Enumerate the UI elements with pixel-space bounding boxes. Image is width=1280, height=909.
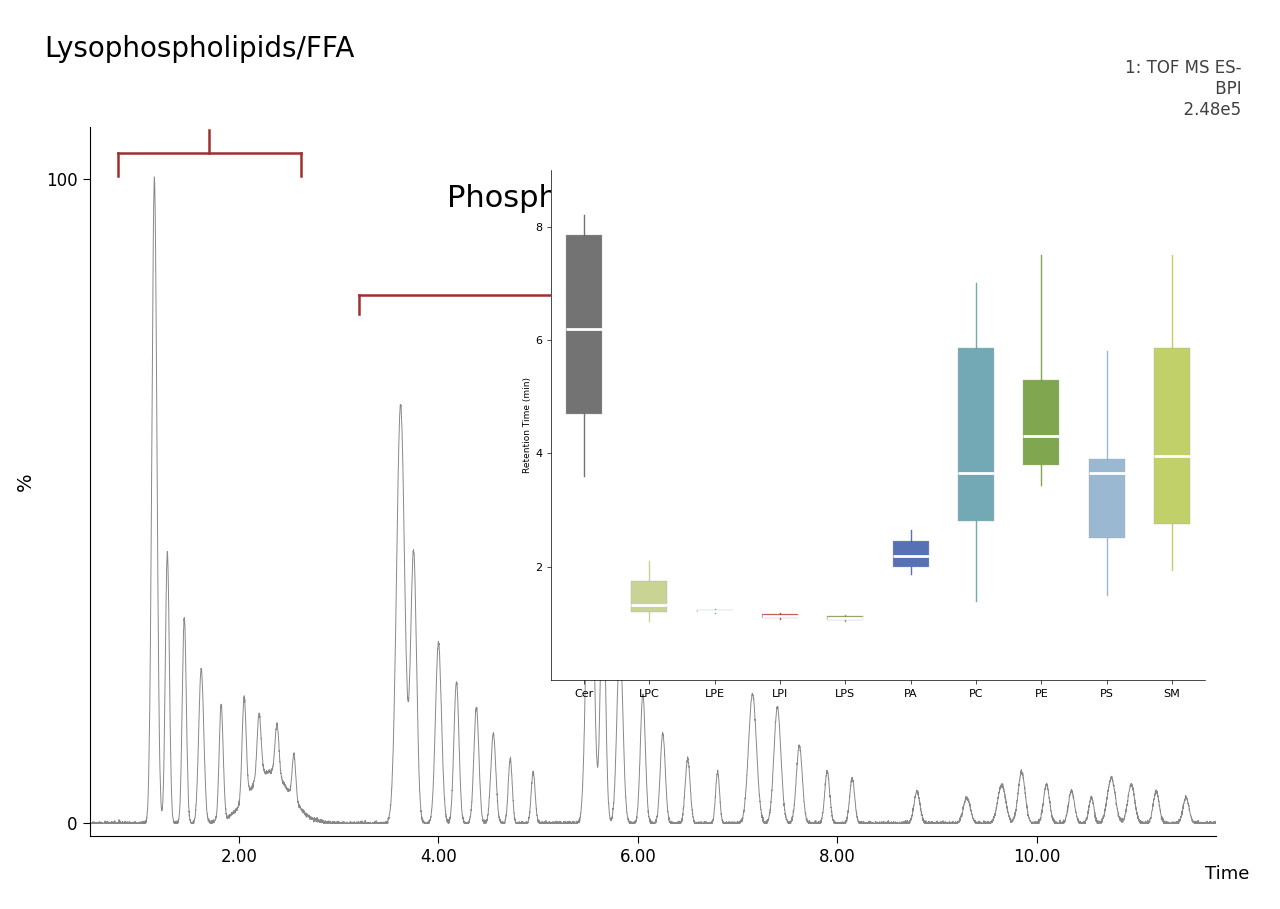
Text: 1: TOF MS ES-
         BPI
      2.48e5: 1: TOF MS ES- BPI 2.48e5	[1125, 59, 1242, 119]
Text: Phospholipids: Phospholipids	[447, 184, 657, 213]
Y-axis label: %: %	[17, 473, 35, 491]
X-axis label: Time: Time	[1204, 864, 1249, 883]
Text: Lysophospholipids/FFA: Lysophospholipids/FFA	[45, 35, 355, 63]
